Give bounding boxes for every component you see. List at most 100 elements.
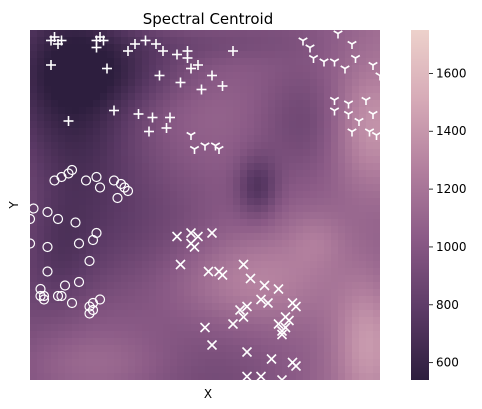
- heatmap-cell: [142, 310, 150, 318]
- heatmap-cell: [324, 373, 332, 380]
- heatmap-cell: [149, 149, 157, 157]
- heatmap-cell: [100, 184, 108, 192]
- heatmap-cell: [366, 107, 374, 115]
- heatmap-cell: [261, 240, 269, 248]
- heatmap-cell: [184, 170, 192, 178]
- heatmap-cell: [65, 198, 73, 206]
- heatmap-cell: [198, 282, 206, 290]
- heatmap-cell: [205, 303, 213, 311]
- heatmap-cell: [58, 121, 66, 129]
- heatmap-cell: [135, 359, 143, 367]
- heatmap-cell: [37, 338, 45, 346]
- heatmap-cell: [142, 345, 150, 353]
- heatmap-cell: [170, 184, 178, 192]
- heatmap-cell: [163, 58, 171, 66]
- heatmap-cell: [170, 226, 178, 234]
- heatmap-cell: [345, 205, 353, 213]
- heatmap-cell: [58, 261, 66, 269]
- heatmap-cell: [254, 128, 262, 136]
- heatmap-cell: [44, 30, 52, 38]
- heatmap-cell: [65, 338, 73, 346]
- heatmap-cell: [338, 261, 346, 269]
- heatmap-cell: [317, 324, 325, 332]
- heatmap-cell: [282, 30, 290, 38]
- heatmap-cell: [86, 359, 94, 367]
- heatmap-cell: [149, 58, 157, 66]
- heatmap-cell: [317, 240, 325, 248]
- plus-marker: [161, 123, 172, 133]
- heatmap-cell: [44, 184, 52, 192]
- heatmap-cell: [72, 51, 80, 59]
- heatmap-cell: [37, 282, 45, 290]
- heatmap-cell: [58, 254, 66, 262]
- heatmap-cell: [212, 86, 220, 94]
- heatmap-cell: [30, 338, 38, 346]
- heatmap-cell: [114, 324, 122, 332]
- heatmap-cell: [107, 282, 115, 290]
- heatmap-cell: [261, 184, 269, 192]
- heatmap-cell: [51, 303, 59, 311]
- heatmap-cell: [303, 149, 311, 157]
- heatmap-cell: [268, 366, 276, 374]
- heatmap-cell: [240, 359, 248, 367]
- heatmap-cell: [324, 261, 332, 269]
- heatmap-cell: [338, 240, 346, 248]
- heatmap-cell: [121, 345, 129, 353]
- heatmap-cell: [303, 282, 311, 290]
- heatmap-cell: [345, 135, 353, 143]
- heatmap-cell: [128, 226, 136, 234]
- heatmap-cell: [310, 282, 318, 290]
- heatmap-cell: [79, 128, 87, 136]
- heatmap-cell: [296, 44, 304, 52]
- heatmap-cell: [79, 121, 87, 129]
- heatmap-cell: [44, 282, 52, 290]
- heatmap-cell: [331, 247, 339, 255]
- heatmap-cell: [226, 93, 234, 101]
- heatmap-cell: [352, 296, 360, 304]
- heatmap-cell: [100, 93, 108, 101]
- heatmap-cell: [72, 86, 80, 94]
- heatmap-cell: [240, 128, 248, 136]
- heatmap-cell: [79, 79, 87, 87]
- heatmap-cell: [254, 317, 262, 325]
- heatmap-cell: [170, 296, 178, 304]
- heatmap-cell: [268, 359, 276, 367]
- heatmap-cell: [212, 65, 220, 73]
- plus-marker: [175, 77, 186, 88]
- heatmap-cell: [51, 65, 59, 73]
- heatmap-cell: [338, 212, 346, 220]
- heatmap-cell: [163, 359, 171, 367]
- heatmap-cell: [247, 359, 255, 367]
- heatmap-cell: [296, 345, 304, 353]
- heatmap-cell: [156, 58, 164, 66]
- heatmap-cell: [100, 310, 108, 318]
- heatmap-cell: [128, 296, 136, 304]
- heatmap-cell: [338, 79, 346, 87]
- heatmap-cell: [93, 289, 101, 297]
- heatmap-cell: [254, 338, 262, 346]
- heatmap-cell: [240, 219, 248, 227]
- heatmap-cell: [86, 44, 94, 52]
- heatmap-cell: [170, 79, 178, 87]
- heatmap-cell: [247, 51, 255, 59]
- heatmap-cell: [303, 352, 311, 360]
- heatmap-cell: [58, 219, 66, 227]
- heatmap-cell: [128, 303, 136, 311]
- heatmap-cell: [212, 289, 220, 297]
- heatmap-cell: [310, 359, 318, 367]
- heatmap-cell: [184, 114, 192, 122]
- heatmap-cell: [93, 205, 101, 213]
- heatmap-cell: [128, 233, 136, 241]
- heatmap-cell: [212, 30, 220, 38]
- heatmap-cell: [338, 233, 346, 241]
- heatmap-cell: [219, 30, 227, 38]
- heatmap-cell: [135, 338, 143, 346]
- heatmap-cell: [177, 345, 185, 353]
- heatmap-cell: [226, 254, 234, 262]
- heatmap-cell: [100, 324, 108, 332]
- heatmap-cell: [44, 191, 52, 199]
- heatmap-cell: [149, 226, 157, 234]
- heatmap-cell: [30, 352, 38, 360]
- heatmap-cell: [233, 30, 241, 38]
- heatmap-cell: [149, 233, 157, 241]
